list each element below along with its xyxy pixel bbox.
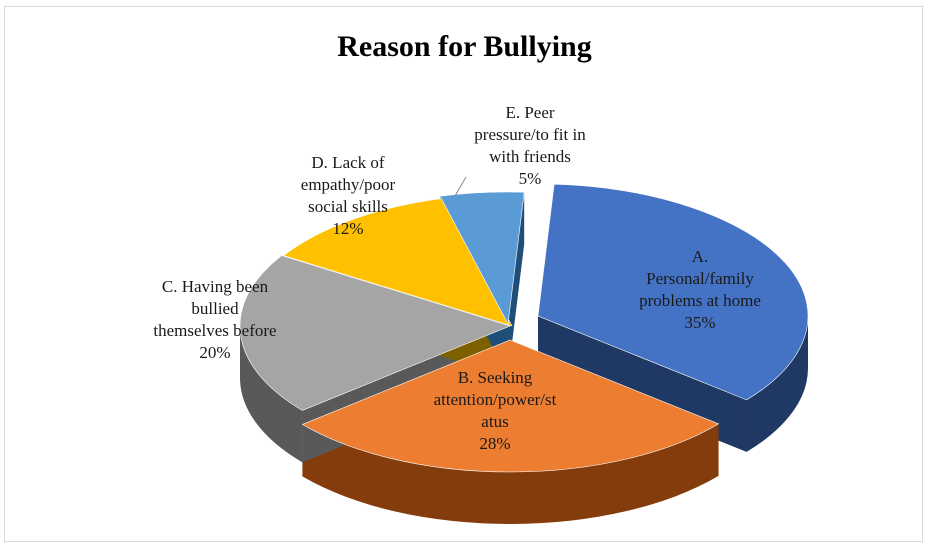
slice-label-line-0-3: 35% [684,313,715,332]
slice-label-4: E. Peer pressure/to fit in with friends 5% [474,103,586,188]
slice-label-line-0-2: problems at home [639,291,761,310]
pie-slice-3 [282,197,513,327]
slice-label-2: C. Having been bullied themselves before 20… [153,277,276,362]
leader-line-e [454,176,467,197]
pie-slice-0 [537,183,809,401]
slice-label-line-2-1: bullied [191,299,239,318]
slice-label-line-1-2: atus [481,412,508,431]
slice-side-1-0 [302,423,719,524]
slice-label-line-3-2: social skills [308,197,388,216]
slice-label-line-4-3: 5% [519,169,542,188]
slice-label-line-4-2: with friends [489,147,571,166]
slice-label-line-0-1: Personal/family [646,269,754,288]
slice-label-line-1-3: 28% [479,434,510,453]
slice-label-3: D. Lack of empathy/poor social skills 12% [301,153,396,238]
pie-labels: A. Personal/family problems at home 35% B. S… [153,103,761,453]
pie-tops [239,183,809,473]
slice-label-line-3-0: D. Lack of [311,153,385,172]
slice-side-2-0 [240,326,303,463]
chart-title: Reason for Bullying [337,30,592,63]
slice-label-line-4-0: E. Peer [505,103,554,122]
slice-label-line-4-1: pressure/to fit in [474,125,586,144]
slice-label-line-3-1: empathy/poor [301,175,396,194]
slice-label-1: B. Seeking attention/power/st atus 28% [434,368,557,453]
slice-label-0: A. Personal/family problems at home 35% [639,247,761,332]
slice-label-line-2-0: C. Having been [162,277,269,296]
pie-slice-4 [439,191,525,325]
pie-slice-1 [301,339,720,473]
slice-label-line-1-1: attention/power/st [434,390,557,409]
slice-label-line-3-3: 12% [332,219,363,238]
slice-side-0-0 [746,316,808,452]
slice-label-line-1-0: B. Seeking [458,368,533,387]
pie-slice-2 [239,255,511,411]
slice-wall-end-4 [508,192,525,376]
slice-label-line-0-0: A. [692,247,709,266]
slice-label-line-2-2: themselves before [153,321,276,340]
slice-label-line-2-3: 20% [199,343,230,362]
